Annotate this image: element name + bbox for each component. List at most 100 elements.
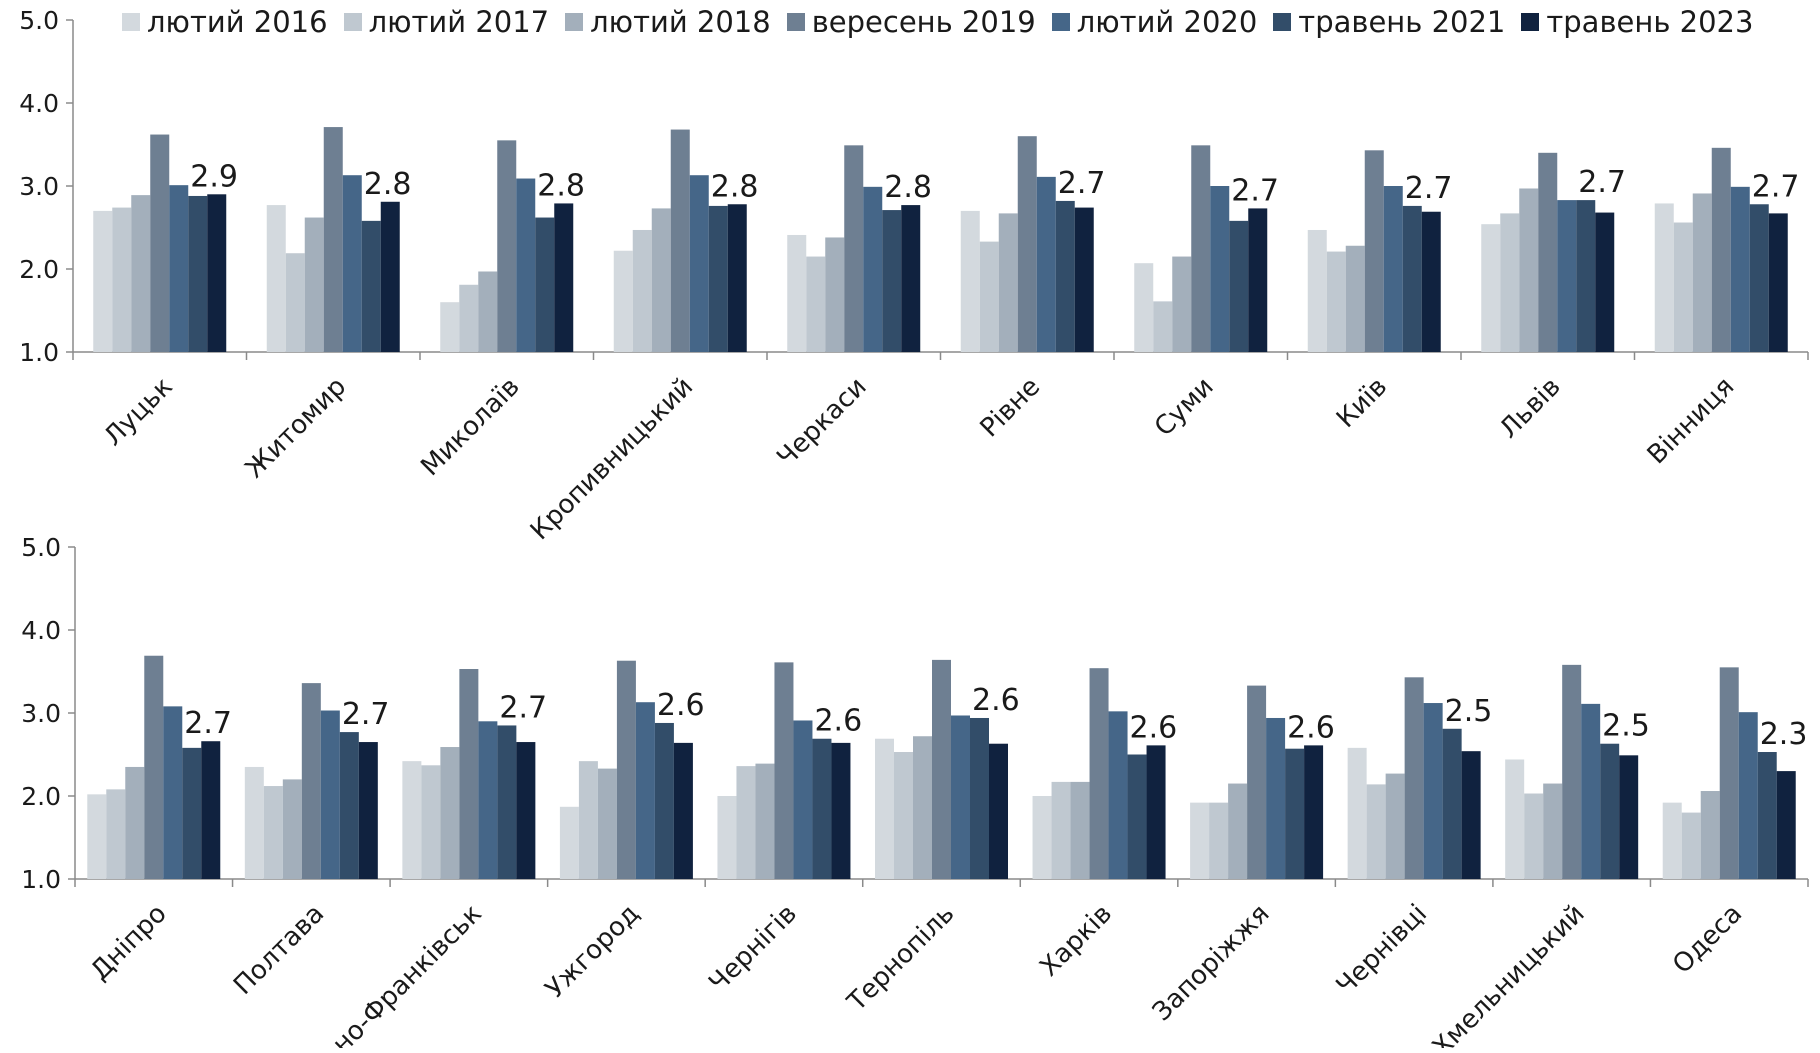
bar	[1209, 803, 1228, 879]
bar	[359, 742, 378, 879]
legend-item: лютий 2017	[344, 5, 550, 39]
bar	[1500, 213, 1519, 352]
data-label: 2.6	[1130, 710, 1178, 745]
bar	[201, 741, 220, 879]
legend-swatch	[1521, 13, 1539, 31]
legend-swatch	[122, 13, 140, 31]
x-tick-label: Чернівці	[1331, 899, 1433, 1001]
bar	[812, 739, 831, 879]
bar	[755, 764, 774, 879]
bar	[245, 767, 264, 879]
x-tick-label: Полтава	[228, 899, 330, 1001]
bar	[1424, 703, 1443, 879]
legend-item: лютий 2018	[565, 5, 771, 39]
data-label: 2.5	[1445, 694, 1493, 729]
bar	[1682, 813, 1701, 879]
bar	[1327, 252, 1346, 352]
y-tick-label: 2.0	[19, 255, 59, 284]
bar	[989, 744, 1008, 879]
x-tick-label: Рівне	[975, 372, 1047, 444]
bar	[283, 779, 302, 879]
bar	[1037, 177, 1056, 352]
bar	[1701, 791, 1720, 879]
bar	[1581, 704, 1600, 879]
data-label: 2.5	[1602, 709, 1650, 744]
bar	[1663, 803, 1682, 879]
bar	[1386, 774, 1405, 879]
bar	[1674, 223, 1693, 352]
bar	[617, 661, 636, 879]
bar	[1308, 230, 1327, 352]
x-tick-label: Дніпро	[85, 899, 173, 987]
y-tick-label: 5.0	[19, 6, 59, 35]
bar	[793, 720, 812, 879]
data-label: 2.7	[1578, 165, 1626, 200]
legend-item: лютий 2020	[1052, 5, 1258, 39]
bar	[598, 769, 617, 879]
y-tick-label: 1.0	[19, 338, 59, 367]
bar	[1304, 745, 1323, 879]
x-tick-label: Черкаси	[771, 372, 872, 473]
bar	[150, 135, 169, 352]
x-tick-label: Чернігів	[703, 899, 803, 999]
bar	[1750, 204, 1769, 352]
bar	[1443, 729, 1462, 879]
bar	[980, 242, 999, 352]
bar	[1228, 784, 1247, 879]
bar	[1346, 246, 1365, 352]
bar	[169, 185, 188, 352]
y-tick-label: 1.0	[21, 865, 61, 894]
bar	[1128, 755, 1147, 880]
x-tick-label: Львів	[1494, 372, 1567, 445]
data-label: 2.7	[499, 690, 547, 725]
bar	[671, 130, 690, 352]
bar	[1134, 263, 1153, 352]
bar	[163, 706, 182, 879]
bar	[381, 202, 400, 352]
bar	[1056, 201, 1075, 352]
data-label: 2.7	[1405, 171, 1453, 206]
bar	[478, 271, 497, 352]
x-tick-label: Київ	[1331, 372, 1393, 434]
bar	[1052, 782, 1071, 879]
bar	[1576, 200, 1595, 352]
x-tick-label: Житомир	[240, 372, 352, 484]
bar	[875, 739, 894, 879]
bar	[655, 723, 674, 879]
bar	[516, 742, 535, 879]
y-tick-label: 5.0	[21, 533, 61, 562]
x-tick-label: Ужгород	[540, 899, 646, 1005]
bar	[709, 206, 728, 352]
bar	[614, 251, 633, 352]
bar	[1731, 187, 1750, 352]
bar	[421, 765, 440, 879]
bar	[1285, 749, 1304, 879]
bar	[1075, 208, 1094, 352]
bar	[774, 662, 793, 879]
bar	[999, 213, 1018, 352]
y-tick-label: 2.0	[21, 782, 61, 811]
bar	[1210, 186, 1229, 352]
data-label: 2.7	[342, 697, 390, 732]
bar	[932, 660, 951, 879]
bar	[87, 794, 106, 879]
bar	[882, 210, 901, 352]
bar	[728, 204, 747, 352]
x-tick-label: Одеса	[1667, 899, 1748, 980]
bar	[302, 683, 321, 879]
bar	[1777, 771, 1796, 879]
bar	[1071, 782, 1090, 879]
data-label: 2.6	[657, 688, 705, 723]
x-tick-label: Кропивницький	[525, 372, 699, 546]
bar	[1422, 212, 1441, 352]
bar	[1248, 208, 1267, 352]
bar	[516, 179, 535, 352]
bar	[1619, 755, 1638, 879]
bar	[1595, 213, 1614, 352]
legend-swatch	[1052, 13, 1070, 31]
bar	[1655, 203, 1674, 352]
bar	[267, 205, 286, 352]
data-label: 2.7	[1231, 173, 1279, 208]
bar	[636, 702, 655, 879]
bar	[1739, 712, 1758, 879]
